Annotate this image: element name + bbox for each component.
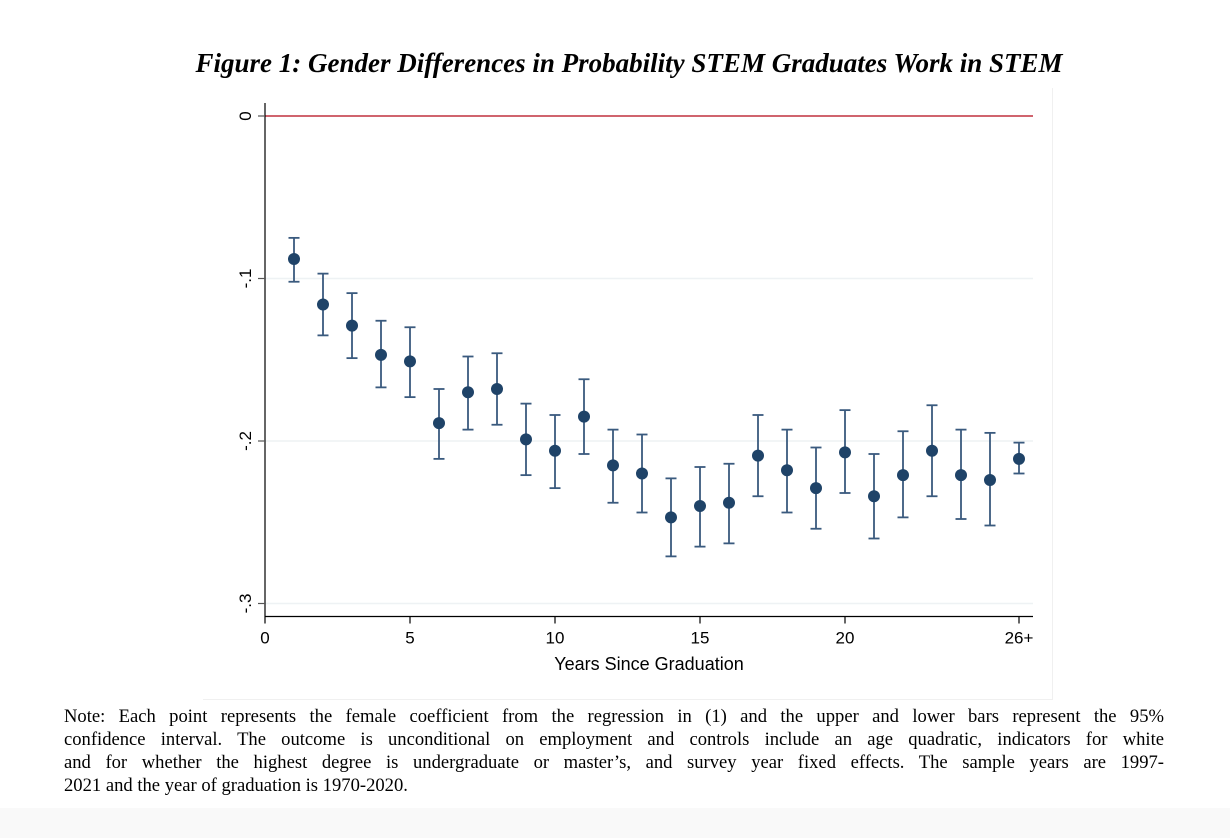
coefficient-marker [578, 410, 590, 423]
coefficient-marker [1013, 452, 1025, 465]
data-point-group [1013, 441, 1025, 475]
note-line-3: and for whether the highest degree is un… [64, 752, 1164, 773]
data-point-group [491, 352, 503, 426]
data-point-group [694, 466, 706, 548]
x-tick-label: 20 [836, 629, 855, 648]
data-point-group [375, 319, 387, 389]
coefficient-marker [433, 417, 445, 430]
data-point-group [839, 409, 851, 494]
x-ticks: 0 5 10 15 20 26+ [260, 616, 1034, 648]
data-point-group [404, 326, 416, 399]
y-tick-label: -.3 [236, 594, 255, 614]
note-line-4: 2021 and the year of graduation is 1970-… [64, 775, 408, 796]
figure-title: Figure 1: Gender Differences in Probabil… [195, 48, 1063, 78]
axes [264, 103, 1033, 618]
y-ticks: 0 -.1 -.2 -.3 [236, 111, 265, 613]
note-line-1: Note: Each point represents the female c… [64, 706, 1164, 727]
chart-image-frame [203, 88, 1053, 700]
note-line-2: confidence interval. The outcome is unco… [64, 729, 1164, 750]
coefficient-marker [984, 474, 996, 486]
data-point-group [433, 388, 445, 460]
coefficient-marker [375, 348, 387, 361]
coefficient-marker [462, 386, 474, 399]
data-point-group [810, 446, 822, 530]
coefficient-marker [520, 433, 532, 446]
x-tick-label: 26+ [1005, 629, 1034, 648]
coefficient-marker [288, 253, 300, 265]
coefficient-marker [549, 444, 561, 457]
data-point-group [926, 404, 938, 498]
coefficient-marker [955, 469, 967, 482]
data-point-group [288, 236, 300, 283]
page-bottom-band [0, 808, 1230, 838]
y-tick-label: -.2 [236, 431, 255, 451]
data-point-group [578, 378, 590, 455]
data-point-group [636, 433, 648, 514]
data-point-group [868, 453, 880, 540]
data-point-group [607, 428, 619, 504]
coefficient-marker [781, 464, 793, 477]
coefficient-marker [404, 355, 416, 368]
coefficient-marker [897, 469, 909, 482]
coefficient-marker [723, 496, 735, 509]
data-point-group [897, 430, 909, 519]
data-point-group [723, 462, 735, 545]
figure-note: Note: Each point represents the female c… [64, 705, 1164, 797]
coefficient-marker [607, 459, 619, 472]
coefficient-marker [810, 482, 822, 495]
data-point-group [984, 431, 996, 527]
coefficient-marker [317, 298, 329, 311]
coefficient-marker [346, 319, 358, 332]
coefficient-marker [868, 490, 880, 503]
y-tick-label: -.1 [236, 269, 255, 289]
data-points [288, 236, 1025, 558]
data-point-group [317, 272, 329, 337]
data-point-group [665, 477, 677, 558]
data-point-group [520, 402, 532, 477]
x-tick-label: 15 [691, 629, 710, 648]
y-tick-label: 0 [236, 111, 255, 120]
data-point-group [955, 428, 967, 520]
data-point-group [781, 428, 793, 514]
x-axis-title: Years Since Graduation [554, 654, 743, 674]
coefficient-marker [839, 446, 851, 459]
data-point-group [462, 355, 474, 431]
x-tick-label: 10 [546, 629, 565, 648]
data-point-group [752, 414, 764, 498]
coefficient-marker [665, 511, 677, 524]
coefficient-marker [636, 467, 648, 480]
grid-lines [265, 277, 1033, 605]
coefficient-marker [926, 444, 938, 457]
x-tick-label: 0 [260, 629, 269, 648]
data-point-group [549, 414, 561, 490]
coefficient-chart: 0 -.1 -.2 -.3 0 5 10 15 20 26+ Years Since Gradu… [236, 103, 1034, 674]
x-tick-label: 5 [405, 629, 414, 648]
coefficient-marker [694, 500, 706, 512]
coefficient-marker [491, 383, 503, 395]
data-point-group [346, 292, 358, 360]
coefficient-marker [752, 449, 764, 462]
